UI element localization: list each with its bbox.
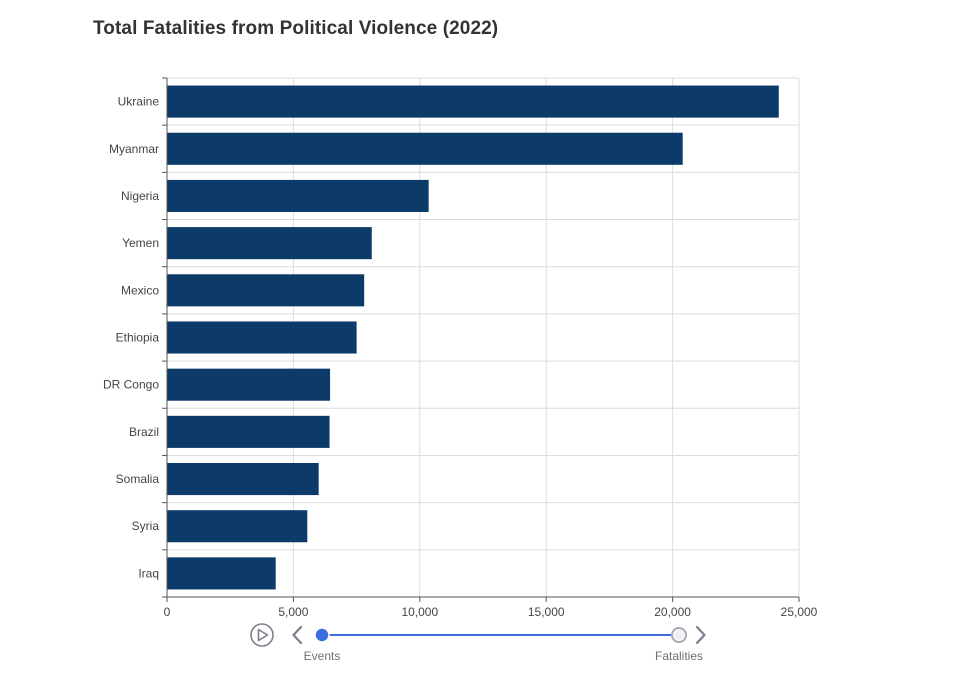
timeline-label[interactable]: Events xyxy=(304,649,341,663)
y-tick-label: Iraq xyxy=(138,566,159,580)
y-tick-label: Somalia xyxy=(116,472,160,486)
chevron-left-icon[interactable] xyxy=(292,625,303,645)
grid-layer xyxy=(166,77,800,598)
bar-myanmar[interactable] xyxy=(167,132,683,165)
y-tick-label: Yemen xyxy=(122,236,159,250)
bar-layer xyxy=(167,85,779,590)
bar-brazil[interactable] xyxy=(167,415,330,448)
x-tick-label: 5,000 xyxy=(278,605,308,619)
y-tick-label: Brazil xyxy=(129,425,159,439)
timeline-label[interactable]: Fatalities xyxy=(655,649,703,663)
y-tick-label: DR Congo xyxy=(103,378,159,392)
bar-syria[interactable] xyxy=(167,510,308,543)
y-tick-label: Ethiopia xyxy=(116,331,160,345)
play-icon[interactable] xyxy=(250,623,274,647)
x-tick-label: 10,000 xyxy=(401,605,438,619)
axis-layer: Ukraine Myanmar Nigeria Yemen Mexico Ethiopia… xyxy=(103,77,818,619)
bar-somalia[interactable] xyxy=(167,463,319,496)
chevron-right-icon[interactable] xyxy=(695,625,706,645)
y-tick-label: Ukraine xyxy=(118,95,160,109)
x-tick-label: 20,000 xyxy=(654,605,691,619)
timeline-point-events[interactable] xyxy=(314,627,330,643)
bar-dr-congo[interactable] xyxy=(167,368,331,401)
bar-yemen[interactable] xyxy=(167,227,372,260)
bar-iraq[interactable] xyxy=(167,557,276,590)
x-tick-label: 15,000 xyxy=(528,605,565,619)
bar-nigeria[interactable] xyxy=(167,179,429,212)
y-tick-label: Syria xyxy=(132,519,160,533)
bar-ethiopia[interactable] xyxy=(167,321,357,354)
y-tick-label: Myanmar xyxy=(109,142,159,156)
x-tick-label: 25,000 xyxy=(781,605,818,619)
y-tick-label: Nigeria xyxy=(121,189,159,203)
bar-ukraine[interactable] xyxy=(167,85,779,118)
x-tick-label: 0 xyxy=(164,605,171,619)
y-tick-label: Mexico xyxy=(121,283,159,297)
timeline-control: Events Fatalities xyxy=(250,623,706,663)
bar-mexico[interactable] xyxy=(167,274,365,307)
chart-title: Total Fatalities from Political Violence… xyxy=(93,18,499,39)
